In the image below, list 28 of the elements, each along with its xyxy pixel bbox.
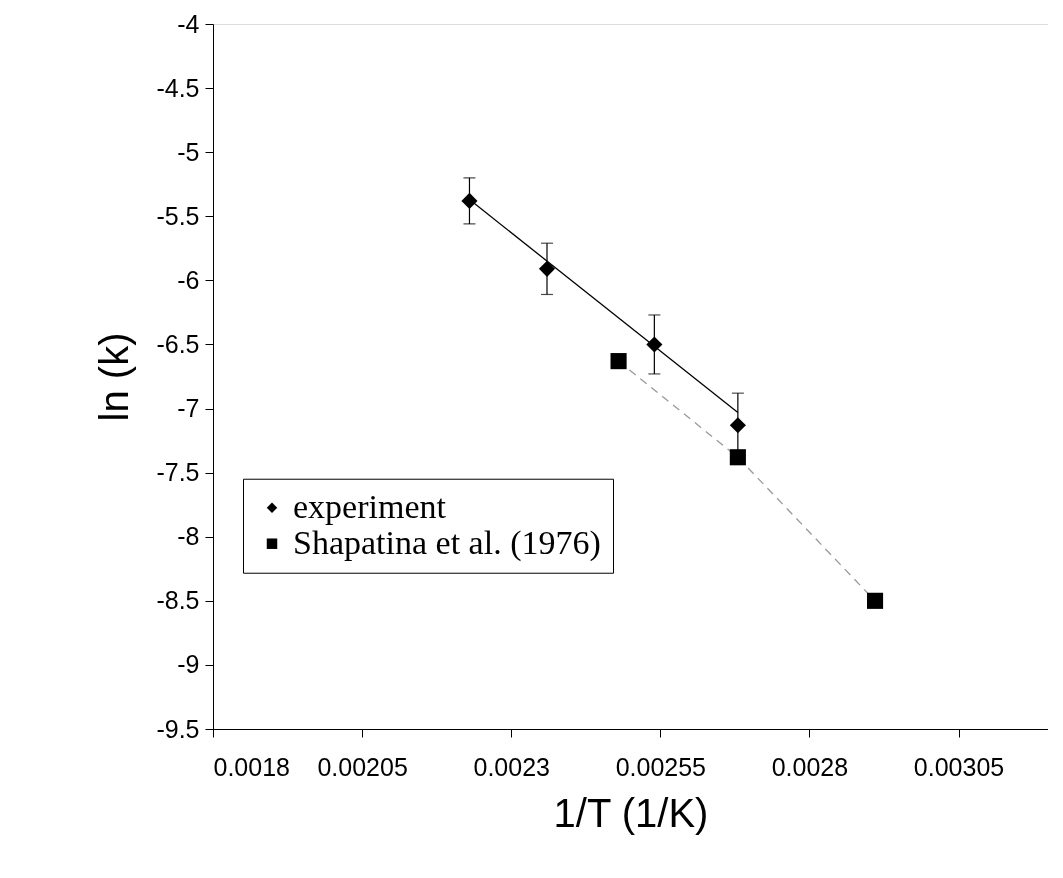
- legend-label: experiment: [293, 487, 447, 525]
- x-tick-label: 0.00305: [913, 752, 1005, 781]
- x-tick-label: 0.0028: [771, 752, 849, 781]
- y-axis-title: ln (k): [92, 332, 137, 422]
- y-tick-label: -6.5: [156, 329, 200, 358]
- point: [461, 192, 478, 209]
- y-tick-label: -7: [177, 394, 200, 423]
- point: [866, 592, 884, 609]
- y-tick-label: -5.5: [156, 201, 200, 230]
- y-tick-label: -7.5: [156, 458, 200, 487]
- y-tick-label: -6: [177, 265, 200, 294]
- point: [729, 417, 746, 434]
- y-tick-label: -5: [177, 137, 200, 166]
- y-tick-label: -4: [177, 9, 200, 38]
- x-axis-title: 1/T (1/K): [553, 790, 709, 835]
- point: [610, 353, 627, 370]
- y-tick-label: -8: [177, 522, 200, 551]
- point: [646, 336, 663, 353]
- x-tick-label: 0.00205: [317, 752, 408, 781]
- x-tick-label: 0.00255: [615, 752, 707, 781]
- y-tick-label: -8.5: [156, 586, 200, 615]
- y-tick-label: -9: [177, 650, 200, 679]
- x-tick-label: 0.0023: [473, 752, 550, 781]
- x-tick-label: 0.0018: [213, 752, 290, 781]
- point: [729, 449, 746, 466]
- y-tick-label: -9.5: [156, 714, 200, 743]
- y-tick-label: -4.5: [156, 73, 200, 102]
- point: [538, 260, 556, 277]
